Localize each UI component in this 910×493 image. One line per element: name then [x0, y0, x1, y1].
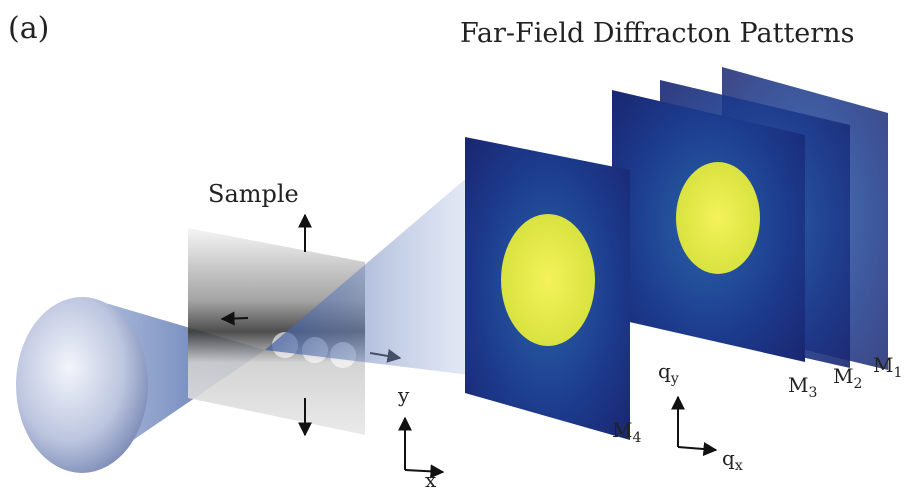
pattern-label-sub: 4	[632, 430, 641, 446]
pattern-label: M2	[833, 364, 862, 392]
pattern-label-base: M	[788, 373, 808, 397]
axis-qy: qy	[658, 359, 679, 387]
detector-axes	[678, 397, 716, 450]
spot-m4	[501, 214, 595, 346]
pattern-label-sub: 1	[893, 365, 902, 381]
title: Far-Field Diffracton Patterns	[460, 18, 854, 49]
pattern-label: M4	[612, 418, 641, 446]
axis-x: x	[425, 468, 437, 492]
pattern-label-base: M	[612, 418, 632, 442]
spot-m3	[676, 162, 760, 274]
sample-axes	[405, 418, 443, 472]
pattern-label: M3	[788, 373, 817, 401]
pattern-label: M1	[873, 353, 902, 381]
pattern-label-sub: 3	[808, 385, 817, 401]
diagram: (a) Far-Field Diffracton Patterns Sample…	[0, 0, 910, 493]
axis-y: y	[397, 383, 410, 407]
axis-qx: qx	[722, 446, 743, 474]
sample-label: Sample	[208, 180, 299, 208]
pattern-label-sub: 2	[853, 376, 862, 392]
lens	[16, 297, 148, 473]
pattern-label-base: M	[873, 353, 893, 377]
panel-label: (a)	[8, 11, 49, 46]
pattern-label-base: M	[833, 364, 853, 388]
